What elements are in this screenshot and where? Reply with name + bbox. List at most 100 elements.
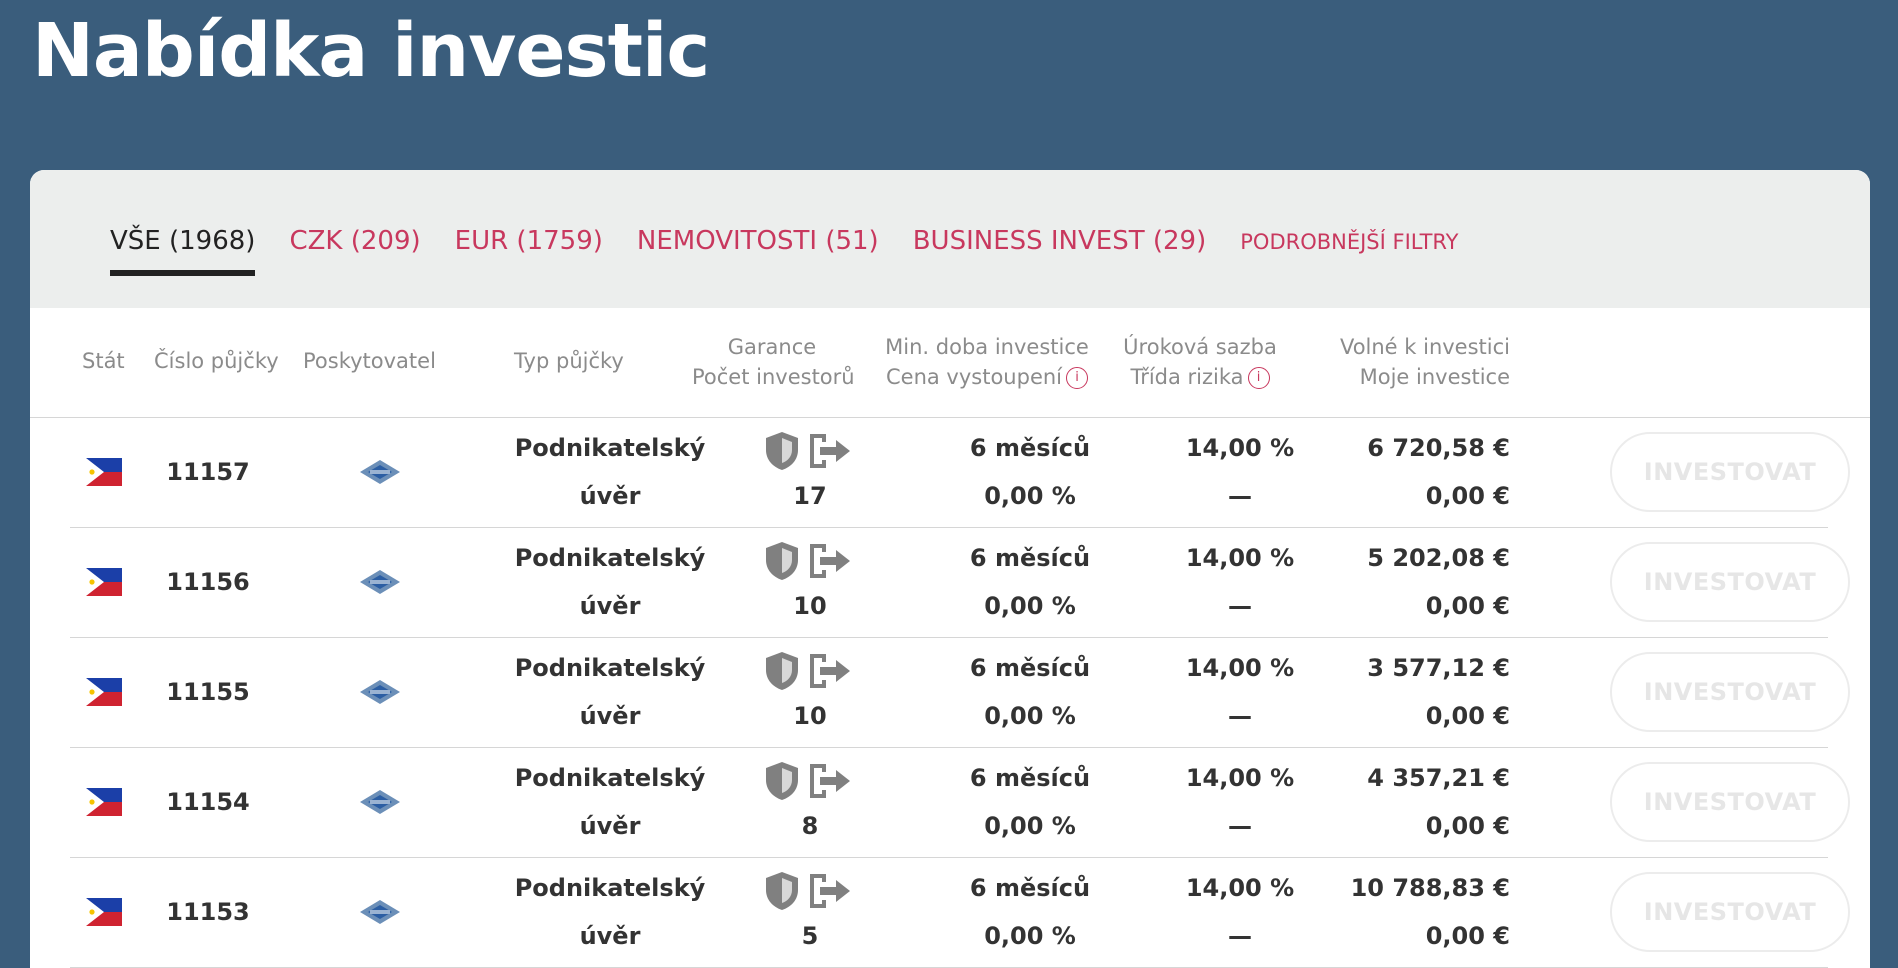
tab-eur[interactable]: EUR (1759) bbox=[454, 226, 603, 256]
column-min-period-label: Min. doba investice bbox=[885, 335, 1089, 359]
loan-type-line2: úvěr bbox=[579, 922, 641, 950]
exit-price: 0,00 % bbox=[984, 592, 1076, 620]
philippines-flag-icon bbox=[86, 788, 122, 816]
tab-detailed-filters[interactable]: PODROBNĚJŠÍ FILTRY bbox=[1240, 230, 1459, 254]
loan-type-line2: úvěr bbox=[579, 702, 641, 730]
table-row[interactable]: 11153 Podnikatelský úvěr 5 6 měsíců 0,00… bbox=[70, 858, 1850, 968]
column-investors-label: Počet investorů bbox=[692, 365, 855, 389]
tab-czk[interactable]: CZK (209) bbox=[289, 226, 421, 256]
column-loan-number[interactable]: Číslo půjčky bbox=[154, 349, 279, 373]
column-country[interactable]: Stát bbox=[82, 349, 125, 373]
column-interest-rate-label: Úroková sazba bbox=[1123, 335, 1277, 359]
guarantee-icons bbox=[766, 762, 850, 800]
loan-type-line2: úvěr bbox=[579, 482, 641, 510]
invest-button[interactable]: INVESTOVAT bbox=[1610, 872, 1850, 952]
column-loan-type[interactable]: Typ půjčky bbox=[514, 349, 624, 373]
column-min-period[interactable]: Min. doba investice Cena vystoupení i bbox=[882, 332, 1092, 392]
loan-type-line2: úvěr bbox=[579, 592, 641, 620]
philippines-flag-icon bbox=[86, 458, 122, 486]
invest-button[interactable]: INVESTOVAT bbox=[1610, 432, 1850, 512]
min-period: 6 měsíců bbox=[969, 654, 1091, 682]
shield-icon bbox=[766, 432, 798, 470]
loan-number: 11155 bbox=[166, 678, 250, 706]
risk-class: — bbox=[1228, 922, 1252, 950]
loan-type: Podnikatelský úvěr bbox=[500, 864, 720, 960]
column-provider[interactable]: Poskytovatel bbox=[303, 349, 436, 373]
invest-button[interactable]: INVESTOVAT bbox=[1610, 652, 1850, 732]
guarantee-icons bbox=[766, 872, 850, 910]
philippines-flag-icon bbox=[86, 568, 122, 596]
loan-number: 11153 bbox=[166, 898, 250, 926]
interest-rate: 14,00 % bbox=[1185, 874, 1295, 902]
loan-type-line1: Podnikatelský bbox=[514, 434, 706, 462]
shield-icon bbox=[766, 872, 798, 910]
investor-count: 5 bbox=[801, 922, 819, 950]
risk-class: — bbox=[1228, 592, 1252, 620]
available-amount: 6 720,58 € bbox=[1367, 434, 1510, 462]
my-investment: 0,00 € bbox=[1425, 592, 1510, 620]
investor-count: 17 bbox=[793, 482, 827, 510]
info-icon[interactable]: i bbox=[1066, 367, 1089, 389]
loan-type: Podnikatelský úvěr bbox=[500, 534, 720, 630]
interest-rate: 14,00 % bbox=[1185, 764, 1295, 792]
invest-button[interactable]: INVESTOVAT bbox=[1610, 542, 1850, 622]
tab-business-invest[interactable]: BUSINESS INVEST (29) bbox=[912, 226, 1207, 256]
tab-real-estate[interactable]: NEMOVITOSTI (51) bbox=[636, 226, 879, 256]
available-amount: 4 357,21 € bbox=[1367, 764, 1510, 792]
tab-all[interactable]: VŠE (1968) bbox=[110, 226, 256, 276]
exit-icon bbox=[810, 764, 850, 798]
provider-logo bbox=[360, 460, 400, 484]
table-header: Stát Číslo půjčky Poskytovatel Typ půjčk… bbox=[30, 308, 1870, 418]
shield-icon bbox=[766, 762, 798, 800]
column-guarantee[interactable]: Garance Počet investorů bbox=[692, 332, 855, 392]
philippines-flag-icon bbox=[86, 898, 122, 926]
provider-logo bbox=[360, 680, 400, 704]
info-icon[interactable]: i bbox=[1247, 367, 1270, 389]
loan-type-line1: Podnikatelský bbox=[514, 544, 706, 572]
my-investment: 0,00 € bbox=[1425, 812, 1510, 840]
shield-icon bbox=[766, 542, 798, 580]
loan-number: 11157 bbox=[166, 458, 250, 486]
table-row[interactable]: 11157 Podnikatelský úvěr 17 6 měsíců 0,0… bbox=[70, 418, 1850, 528]
column-exit-price-label: Cena vystoupení bbox=[885, 365, 1063, 389]
table-row[interactable]: 11154 Podnikatelský úvěr 8 6 měsíců 0,00… bbox=[70, 748, 1850, 858]
available-amount: 10 788,83 € bbox=[1350, 874, 1510, 902]
philippines-flag-icon bbox=[86, 678, 122, 706]
loan-type: Podnikatelský úvěr bbox=[500, 754, 720, 850]
table-row[interactable]: 11155 Podnikatelský úvěr 10 6 měsíců 0,0… bbox=[70, 638, 1850, 748]
loan-number: 11154 bbox=[166, 788, 250, 816]
my-investment: 0,00 € bbox=[1425, 702, 1510, 730]
column-my-investment-label: Moje investice bbox=[1359, 365, 1510, 389]
column-available-label: Volné k investici bbox=[1339, 335, 1510, 359]
investment-offer-card: VŠE (1968) CZK (209) EUR (1759) NEMOVITO… bbox=[30, 170, 1870, 968]
interest-rate: 14,00 % bbox=[1185, 654, 1295, 682]
table-row[interactable]: 11156 Podnikatelský úvěr 10 6 měsíců 0,0… bbox=[70, 528, 1850, 638]
min-period: 6 měsíců bbox=[969, 874, 1091, 902]
available-amount: 5 202,08 € bbox=[1367, 544, 1510, 572]
loan-type: Podnikatelský úvěr bbox=[500, 644, 720, 740]
provider-logo bbox=[360, 790, 400, 814]
loan-type-line1: Podnikatelský bbox=[514, 874, 706, 902]
loan-type-line1: Podnikatelský bbox=[514, 764, 706, 792]
available-amount: 3 577,12 € bbox=[1367, 654, 1510, 682]
guarantee-icons bbox=[766, 542, 850, 580]
exit-price: 0,00 % bbox=[984, 922, 1076, 950]
loan-number: 11156 bbox=[166, 568, 250, 596]
column-available[interactable]: Volné k investici Moje investice bbox=[1310, 332, 1510, 392]
investor-count: 10 bbox=[793, 702, 827, 730]
loan-type: Podnikatelský úvěr bbox=[500, 424, 720, 520]
exit-icon bbox=[810, 544, 850, 578]
min-period: 6 měsíců bbox=[969, 434, 1091, 462]
my-investment: 0,00 € bbox=[1425, 922, 1510, 950]
risk-class: — bbox=[1228, 812, 1252, 840]
provider-logo bbox=[360, 570, 400, 594]
min-period: 6 měsíců bbox=[969, 764, 1091, 792]
interest-rate: 14,00 % bbox=[1185, 544, 1295, 572]
investor-count: 8 bbox=[801, 812, 819, 840]
my-investment: 0,00 € bbox=[1425, 482, 1510, 510]
invest-button[interactable]: INVESTOVAT bbox=[1610, 762, 1850, 842]
risk-class: — bbox=[1228, 482, 1252, 510]
column-interest-rate[interactable]: Úroková sazba Třída rizika i bbox=[1120, 332, 1280, 392]
loan-type-line1: Podnikatelský bbox=[514, 654, 706, 682]
exit-price: 0,00 % bbox=[984, 702, 1076, 730]
